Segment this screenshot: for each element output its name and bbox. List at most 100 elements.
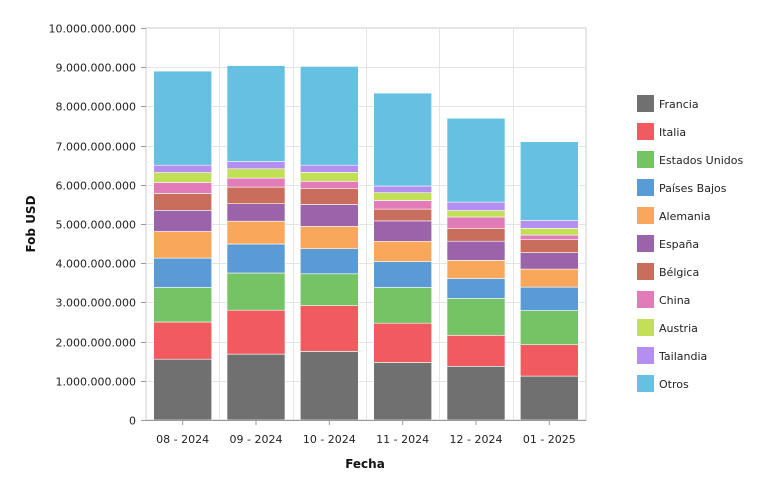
legend-label: Países Bajos (659, 182, 727, 195)
bar-segment (226, 203, 286, 222)
grid-layer (145, 27, 587, 421)
bar-segment (446, 365, 506, 421)
legend-swatch (637, 151, 654, 168)
bar-segment (299, 226, 359, 249)
y-tick-label: 1.000.000.000 (56, 376, 136, 389)
legend-label: España (659, 238, 699, 251)
legend-swatch (637, 347, 654, 364)
x-tick-label: 11 - 2024 (376, 433, 429, 446)
bar-segment (226, 177, 286, 188)
legend-swatch (637, 291, 654, 308)
legend-label: Alemania (659, 210, 711, 223)
bar-segment (373, 92, 433, 187)
bar-segment (519, 141, 579, 221)
bar-segment (226, 65, 286, 162)
bar-segment (373, 362, 433, 421)
legend-label: Francia (659, 98, 699, 111)
y-tick-label: 5.000.000.000 (56, 219, 136, 232)
bar-segment (373, 208, 433, 222)
legend-swatch (637, 207, 654, 224)
legend-label: Italia (659, 126, 686, 139)
y-tick-label: 2.000.000.000 (56, 337, 136, 350)
bar-segment (519, 228, 579, 236)
bar-segment (299, 351, 359, 421)
legend-swatch (637, 123, 654, 140)
bar-segment (226, 272, 286, 311)
legend-label: Otros (659, 378, 689, 391)
legend-swatch (637, 95, 654, 112)
y-tick-label: 10.000.000.000 (49, 23, 136, 36)
bar-segment (519, 239, 579, 253)
bar-segment (446, 201, 506, 211)
bar-segment (446, 240, 506, 261)
y-tick-label: 3.000.000.000 (56, 297, 136, 310)
legend-swatch (637, 319, 654, 336)
legend-label: Bélgica (659, 266, 699, 279)
bar-segment (519, 375, 579, 421)
bar-segment (373, 192, 433, 201)
legend-swatch (637, 263, 654, 280)
legend-swatch (637, 235, 654, 252)
bar-segment (446, 210, 506, 218)
legend-label: China (659, 294, 690, 307)
legend-label: Austria (659, 322, 698, 335)
bar-segment (153, 210, 212, 232)
bar-segment (226, 221, 286, 245)
bar-segment (299, 248, 359, 275)
bar-segment (226, 309, 286, 355)
bar-segment (519, 268, 579, 288)
bar-segment (299, 188, 359, 205)
bar-segment (446, 298, 506, 336)
bar-segment (153, 231, 212, 259)
bar-segment (299, 164, 359, 173)
bar-segment (373, 220, 433, 242)
x-tick-label: 10 - 2024 (303, 433, 356, 446)
bar-segment (153, 193, 212, 211)
y-tick-label: 9.000.000.000 (56, 62, 136, 75)
y-tick-label: 4.000.000.000 (56, 258, 136, 271)
bar-segment (153, 358, 212, 421)
bar-segment (226, 186, 286, 204)
bar-segment (373, 240, 433, 262)
legend: Francia Italia Estados Unidos Países Bajos A… (637, 95, 743, 392)
bar-segment (299, 172, 359, 182)
bar-segment (446, 228, 506, 242)
bar-segment (153, 70, 212, 166)
bar-segment (519, 344, 579, 377)
bar-segment (153, 287, 212, 323)
bar-segment (519, 310, 579, 346)
bar-segment (446, 334, 506, 367)
legend-swatch (637, 179, 654, 196)
x-tick-label: 01 - 2025 (523, 433, 576, 446)
legend-swatch (637, 375, 654, 392)
legend-label: Tailandia (658, 350, 707, 363)
y-tick-label: 0 (129, 415, 136, 428)
bar-segment (519, 286, 579, 311)
bar-segment (373, 261, 433, 288)
x-axis-title: Fecha (345, 457, 385, 471)
bar-segment (373, 287, 433, 324)
bar-segment (299, 204, 359, 227)
bar-segment (226, 161, 286, 170)
bar-segment (299, 305, 359, 352)
bar-segment (446, 260, 506, 279)
bar-segment (519, 220, 579, 229)
bar-segment (299, 66, 359, 166)
bar-segment (153, 321, 212, 360)
bars-layer (153, 65, 579, 421)
bar-segment (446, 216, 506, 229)
y-tick-label: 7.000.000.000 (56, 141, 136, 154)
axis-layer: 0 1.000.000.000 2.000.000.000 3.000.000.000… (49, 23, 586, 446)
bar-segment (299, 181, 359, 190)
bar-segment (519, 252, 579, 270)
x-tick-label: 09 - 2024 (230, 433, 283, 446)
bar-segment (446, 278, 506, 299)
legend-label: Estados Unidos (659, 154, 743, 167)
bar-segment (226, 243, 286, 274)
bar-segment (226, 353, 286, 421)
bar-segment (299, 273, 359, 306)
bar-segment (519, 234, 579, 240)
y-tick-label: 8.000.000.000 (56, 101, 136, 114)
y-axis-title: Fob USD (24, 195, 38, 252)
